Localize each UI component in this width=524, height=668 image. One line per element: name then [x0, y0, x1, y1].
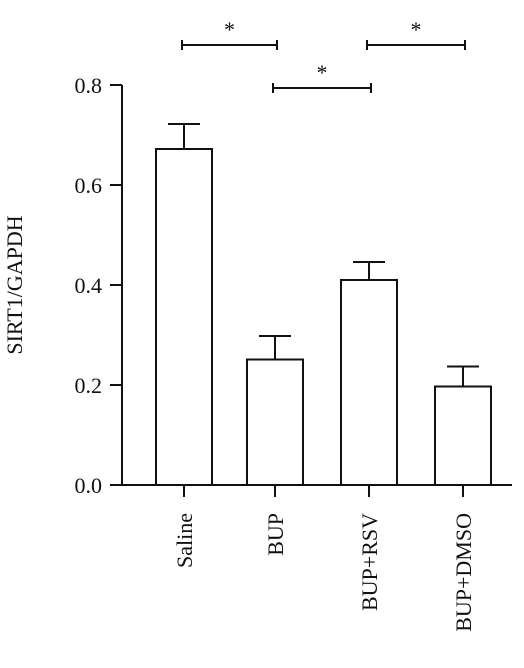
- y-tick-label: 0.6: [75, 173, 103, 198]
- x-tick-label: BUP: [263, 513, 288, 556]
- significance-label: *: [317, 60, 328, 85]
- significance-label: *: [224, 17, 235, 42]
- bar: [155, 148, 213, 486]
- x-tick-label: BUP+RSV: [357, 513, 382, 611]
- bar: [246, 358, 304, 486]
- x-tick-label: Saline: [172, 513, 197, 568]
- y-tick-label: 0.4: [75, 273, 103, 298]
- y-tick-label: 0.2: [75, 373, 103, 398]
- y-axis-label: SIRT1/GAPDH: [2, 215, 27, 354]
- x-tick-label: BUP+DMSO: [451, 513, 476, 632]
- y-tick-label: 0.0: [75, 473, 103, 498]
- bar: [340, 279, 398, 486]
- significance-label: *: [411, 17, 422, 42]
- y-tick-label: 0.8: [75, 73, 103, 98]
- bar: [434, 385, 492, 486]
